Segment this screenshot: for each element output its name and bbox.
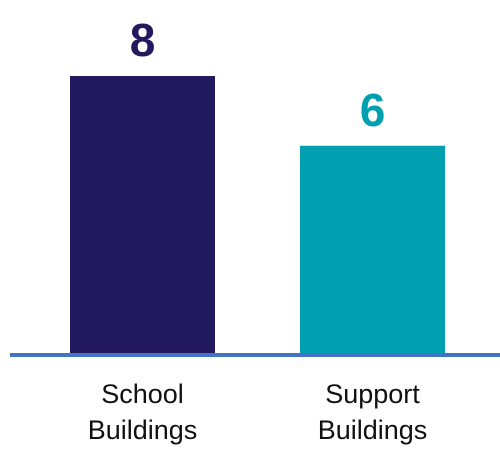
x-tick-label: Support Buildings — [317, 379, 428, 445]
bar — [70, 76, 215, 355]
bar — [300, 145, 445, 355]
data-label: 8 — [130, 14, 156, 66]
data-label: 6 — [360, 84, 386, 136]
x-tick-label: School Buildings — [87, 379, 198, 445]
